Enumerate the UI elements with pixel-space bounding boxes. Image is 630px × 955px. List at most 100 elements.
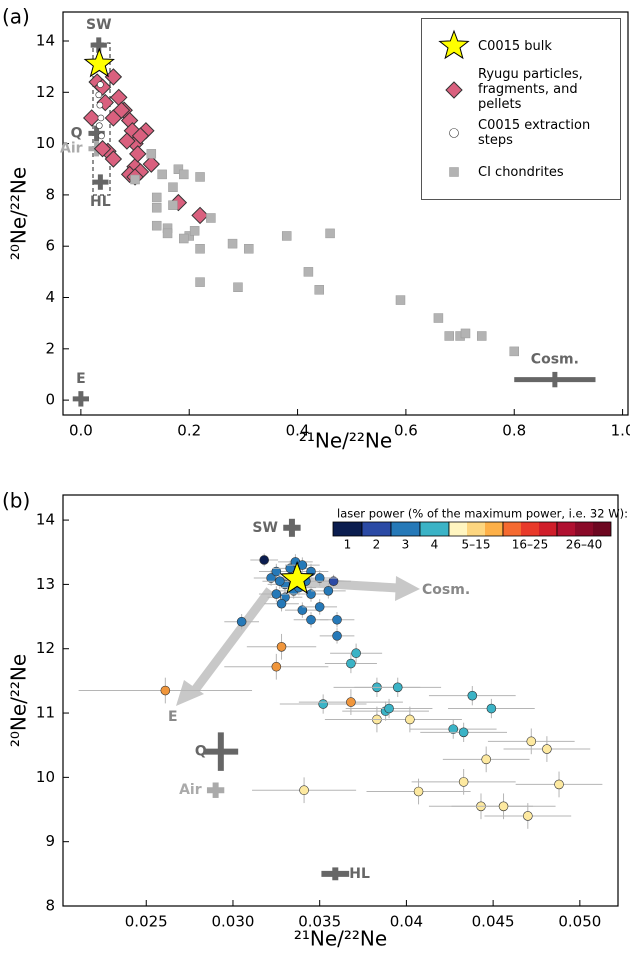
arrow-head: [395, 576, 420, 601]
colorbar-group: [556, 521, 612, 537]
circle-marker: [271, 566, 282, 577]
diamond-marker: [445, 80, 463, 99]
circle-marker: [323, 586, 334, 596]
circle-marker: [458, 727, 469, 738]
colorbar-label: 5–15: [462, 538, 491, 552]
circle-marker: [346, 658, 356, 669]
square-marker: [168, 200, 178, 210]
legend-item: C0015 extraction steps: [422, 115, 616, 151]
diamond-marker: [112, 101, 131, 119]
y-tick-label: 12: [36, 639, 55, 657]
endmember-label: E: [76, 371, 86, 387]
circle-marker: [392, 682, 403, 693]
circle-marker: [458, 777, 469, 787]
colorbar-label: 16–25: [512, 538, 549, 552]
y-tick-label: 10: [36, 134, 55, 152]
colorbar-cell: [449, 522, 467, 536]
circle-marker: [384, 703, 394, 714]
square-marker: [281, 231, 292, 241]
x-tick-label: 0.8: [502, 422, 526, 440]
x-tick-label: 0.025: [125, 913, 168, 931]
endmember-label: Cosm.: [531, 352, 579, 368]
y-tick-label: 6: [45, 237, 55, 255]
circle-marker: [449, 128, 459, 138]
circle-marker: [486, 703, 497, 714]
diamond-marker: [93, 140, 112, 158]
circle-marker: [95, 91, 103, 99]
circle-marker: [332, 631, 342, 641]
square-marker: [151, 220, 162, 231]
square-marker: [146, 149, 157, 159]
circle-marker: [236, 616, 247, 627]
circle-marker: [413, 786, 424, 797]
circle-marker: [97, 114, 105, 122]
square-marker: [162, 228, 173, 239]
colorbar-cell: [539, 522, 557, 536]
colorbar-cell: [575, 522, 593, 536]
diamond-marker: [118, 132, 136, 150]
endmember-label: SW: [86, 17, 112, 33]
circle-marker: [299, 785, 309, 796]
colorbar-cell: [333, 522, 362, 536]
y-tick-label: 13: [36, 575, 55, 593]
colorbar-cell: [391, 522, 420, 536]
circle-marker: [526, 736, 537, 747]
square-marker: [395, 295, 406, 305]
square-marker: [157, 169, 167, 180]
y-tick-label: 2: [45, 339, 55, 357]
legend-item: CI chondrites: [422, 154, 616, 190]
y-tick-label: 8: [45, 897, 55, 915]
square-marker: [179, 233, 189, 244]
diamond-marker: [129, 145, 147, 163]
square-marker: [130, 174, 140, 185]
diamond-marker: [83, 109, 101, 127]
star-marker: [438, 29, 470, 60]
y-axis-label: ²⁰Ne/²²Ne: [7, 654, 31, 747]
circle-marker: [266, 573, 276, 583]
colorbar-cell: [485, 522, 503, 536]
circle-marker: [554, 779, 564, 790]
endmember-label: Air: [60, 141, 83, 157]
y-axis-label: ²⁰Ne/²²Ne: [7, 167, 31, 260]
colorbar-label: 26–40: [566, 538, 603, 552]
colorbar-title: laser power (% of the maximum power, i.e…: [337, 507, 628, 521]
square-marker: [168, 182, 178, 192]
legend-marker: [445, 80, 463, 99]
axes-frame: [62, 494, 619, 907]
mixing-arrows: [176, 576, 420, 706]
circle-marker: [405, 714, 415, 725]
square-marker: [206, 213, 216, 223]
square-marker: [227, 238, 238, 249]
square-marker: [449, 167, 459, 177]
y-tick-label: 11: [36, 704, 55, 722]
y-tick-label: 14: [36, 511, 55, 529]
legend-marker: [449, 128, 459, 138]
legend-label: Ryugu particles, fragments, and pellets: [478, 67, 583, 112]
x-tick-label: 0.04: [390, 913, 423, 931]
colorbar-label: 2: [373, 538, 381, 552]
diamond-marker: [131, 127, 150, 145]
circle-marker: [160, 685, 171, 696]
colorbar-cell: [593, 522, 611, 536]
endmember-label: Q: [195, 744, 207, 760]
arrow-head: [176, 680, 204, 706]
square-marker: [233, 282, 243, 293]
colorbar-cell: [521, 522, 539, 536]
colorbar-label: 3: [402, 538, 410, 552]
circle-marker: [297, 605, 308, 615]
axes-frame: [62, 11, 629, 416]
square-marker: [173, 164, 184, 174]
circle-marker: [259, 555, 269, 565]
circle-marker: [523, 811, 533, 821]
square-marker: [476, 331, 487, 341]
square-marker: [244, 244, 254, 254]
legend-item: C0015 bulk: [422, 28, 616, 64]
circle-marker: [271, 661, 282, 672]
colorbar-label: 1: [344, 538, 352, 552]
legend-label: C0015 extraction steps: [478, 118, 591, 148]
circle-marker: [314, 573, 325, 583]
x-tick-label: 0.030: [211, 913, 254, 931]
circle-marker: [351, 648, 361, 659]
circle-marker: [97, 81, 104, 88]
